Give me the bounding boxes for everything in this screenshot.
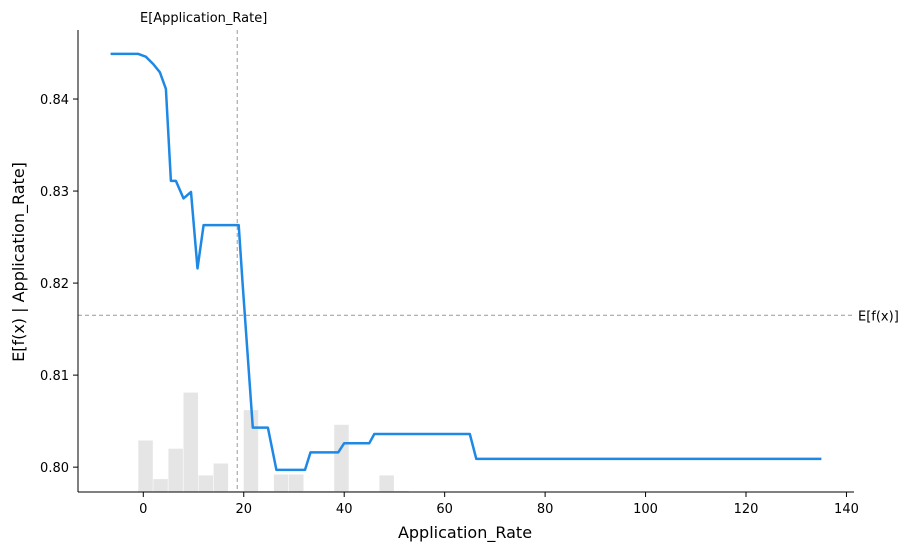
y-axis-title: E[f(x) | Application_Rate]: [9, 162, 29, 362]
histogram-bar: [138, 440, 153, 492]
x-tick-label: 100: [633, 502, 658, 517]
reference-lines: [78, 30, 854, 492]
histogram-bar: [243, 410, 259, 492]
x-tick-label: 40: [336, 502, 353, 517]
dependence-line: [110, 52, 822, 472]
y-tick-label: 0.83: [40, 185, 69, 200]
histogram: [138, 392, 409, 492]
x-tick-label: 20: [235, 502, 252, 517]
x-tick-label: 0: [139, 502, 147, 517]
histogram-bar: [379, 475, 394, 492]
y-tick-label: 0.80: [40, 461, 69, 476]
histogram-bar: [198, 475, 213, 492]
y-tick-label: 0.82: [40, 277, 69, 292]
histogram-bar: [334, 424, 349, 492]
y-tick-label: 0.81: [40, 369, 69, 384]
histogram-bar: [168, 448, 183, 492]
histogram-bar: [273, 474, 289, 492]
horizontal-reference-label: E[f(x)]: [858, 309, 899, 324]
x-tick-label: 80: [537, 502, 554, 517]
histogram-bar: [289, 474, 304, 492]
x-axis-title: Application_Rate: [398, 523, 532, 543]
x-tick-label: 140: [834, 502, 859, 517]
axes: [77, 30, 854, 493]
histogram-bar: [213, 463, 229, 492]
y-tick-label: 0.84: [40, 93, 69, 108]
vertical-reference-label: E[Application_Rate]: [140, 11, 267, 26]
y-ticks: 0.80 0.81 0.82 0.83 0.84: [40, 93, 78, 476]
x-tick-label: 60: [436, 502, 453, 517]
x-tick-label: 120: [734, 502, 759, 517]
histogram-bar: [183, 392, 198, 492]
x-ticks: 0 20 40 60 80 100 120 140: [139, 492, 859, 517]
histogram-bar: [153, 479, 168, 492]
